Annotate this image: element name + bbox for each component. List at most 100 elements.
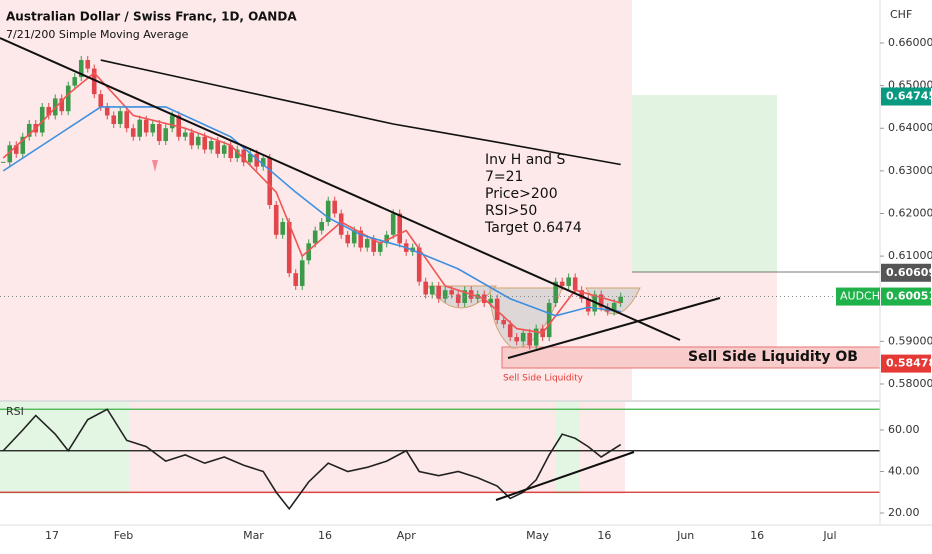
candle	[416, 247, 422, 282]
symbol-tag	[836, 287, 880, 306]
rsi-zone	[130, 402, 555, 494]
candle	[260, 158, 266, 167]
candle	[182, 132, 188, 137]
annotation: 7=21	[485, 169, 523, 185]
candle	[78, 60, 84, 78]
candle	[442, 290, 448, 299]
candle	[117, 111, 123, 124]
price-tag	[881, 263, 931, 282]
candle	[247, 153, 253, 163]
candle	[553, 281, 558, 303]
annotation: Target 0.6474	[484, 220, 582, 236]
candle	[351, 230, 357, 244]
candle	[39, 106, 45, 133]
rsi-zone	[555, 402, 580, 494]
y-tick-label: 0.63000	[888, 164, 932, 177]
series-line	[2, 71, 621, 334]
y-tick-label: 0.66000	[888, 36, 932, 49]
candle	[598, 294, 604, 308]
candle	[312, 230, 318, 244]
y-tick-label: 20.00	[888, 506, 920, 519]
x-tick-label: 17	[45, 529, 59, 542]
x-tick-label: 16	[318, 529, 332, 542]
candle	[111, 115, 117, 124]
candle	[293, 273, 299, 286]
candle	[455, 294, 461, 303]
x-tick-label: Feb	[114, 529, 133, 542]
x-tick-label: Apr	[397, 529, 417, 542]
candle	[546, 302, 552, 338]
candle	[98, 94, 104, 107]
candle	[585, 298, 591, 312]
y-tick-label: 0.58000	[888, 377, 932, 390]
candle	[215, 141, 221, 154]
price-tag	[881, 87, 931, 106]
candle	[234, 149, 240, 159]
y-tick-label: 40.00	[888, 464, 920, 477]
candle	[72, 77, 78, 86]
candle	[507, 324, 513, 338]
candle	[267, 158, 273, 205]
candle	[65, 85, 71, 112]
x-tick-label: 16	[597, 529, 611, 542]
candle	[559, 281, 565, 286]
liquidity-label: Sell Side Liquidity	[503, 374, 584, 384]
candle	[377, 243, 383, 252]
candle	[611, 302, 617, 312]
candle	[572, 277, 578, 291]
candle	[423, 281, 429, 295]
candle	[169, 115, 175, 129]
candle	[124, 111, 130, 129]
candle	[371, 239, 377, 252]
price-tag	[881, 354, 931, 373]
marker	[152, 160, 158, 172]
candle	[501, 320, 506, 325]
rsi-panel	[0, 408, 880, 511]
x-tick-label: May	[526, 529, 549, 542]
y-tick-label: 0.59000	[888, 334, 932, 347]
trendline	[507, 297, 721, 359]
candle	[364, 239, 370, 248]
symbol-label: AUDCHF	[840, 290, 886, 303]
x-tick-label: Jul	[822, 529, 836, 542]
candle	[163, 128, 169, 142]
candle	[514, 337, 519, 342]
candle	[494, 298, 500, 321]
candle	[202, 136, 208, 150]
candle	[85, 60, 91, 69]
candle	[228, 145, 234, 159]
candle	[221, 145, 227, 154]
annotation: Price>200	[485, 186, 558, 202]
candle	[306, 243, 312, 261]
trendline	[0, 37, 681, 341]
candle	[273, 204, 279, 235]
candle	[618, 296, 623, 303]
candle	[59, 98, 65, 112]
candle	[384, 234, 390, 244]
price-tag	[881, 287, 931, 306]
candle	[7, 145, 13, 163]
candle	[533, 328, 539, 346]
candle	[46, 106, 52, 116]
x-tick-label: Jun	[676, 529, 694, 542]
series-line	[2, 106, 621, 317]
candle	[345, 234, 351, 244]
candle	[91, 68, 97, 95]
price-label: 0.58478	[886, 357, 932, 370]
series-line	[2, 408, 622, 511]
indicator-title: 7/21/200 Simple Moving Average	[6, 28, 189, 41]
candle	[358, 230, 364, 248]
stop-zone	[632, 272, 777, 350]
rsi-zone	[0, 402, 130, 494]
candle	[208, 141, 214, 150]
rsi-zone	[580, 402, 625, 494]
candle	[286, 222, 292, 274]
candle	[13, 145, 19, 154]
series-line	[100, 59, 621, 166]
y-tick-label: 0.61000	[888, 249, 932, 262]
candle	[397, 213, 403, 244]
rsi-trendline	[495, 451, 635, 501]
candle	[20, 136, 26, 154]
ob-label: Sell Side Liquidity OB	[688, 349, 858, 365]
